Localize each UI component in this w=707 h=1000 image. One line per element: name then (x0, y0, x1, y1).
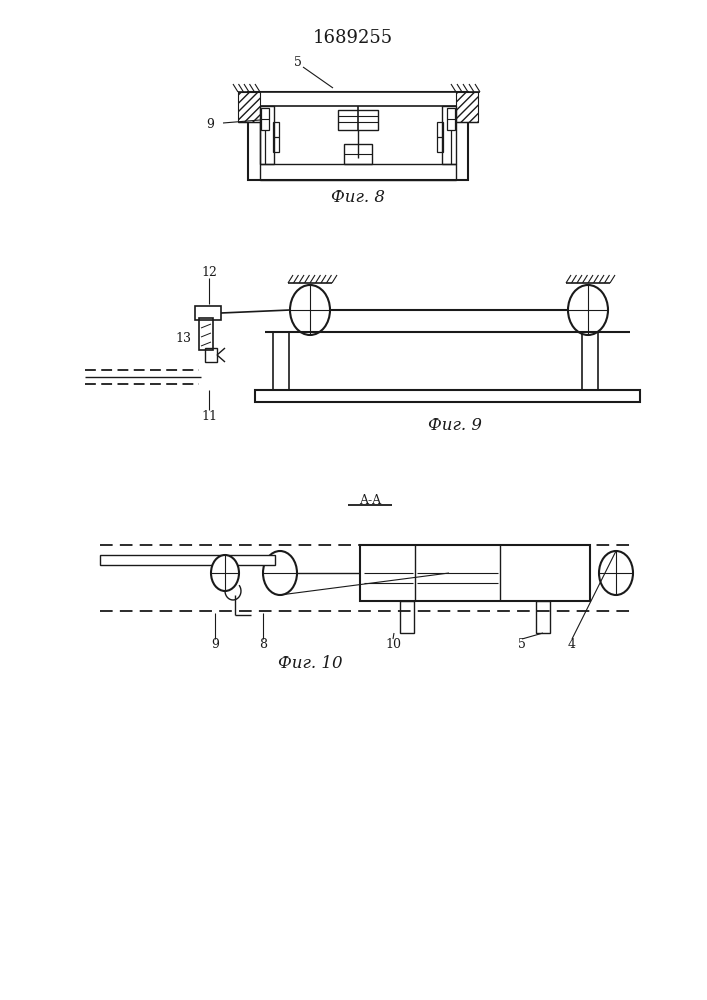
Bar (447, 108, 455, 130)
Text: Фиг. 10: Фиг. 10 (278, 654, 342, 672)
Text: 8: 8 (259, 639, 267, 652)
Ellipse shape (599, 551, 633, 595)
Bar (456, 92, 478, 122)
Bar (582, 332, 598, 390)
Text: 10: 10 (385, 639, 401, 652)
Bar (238, 92, 260, 122)
Text: 9: 9 (211, 639, 219, 652)
Text: 9: 9 (206, 118, 214, 131)
Ellipse shape (211, 555, 239, 591)
Text: 13: 13 (175, 332, 191, 344)
Bar (260, 164, 456, 180)
Bar (248, 92, 468, 106)
Text: 5: 5 (294, 55, 302, 68)
Bar (437, 122, 443, 152)
Bar (199, 318, 213, 350)
Ellipse shape (568, 285, 608, 335)
Bar (255, 390, 640, 402)
Bar (248, 92, 468, 180)
Bar (338, 110, 378, 130)
Text: Фиг. 9: Фиг. 9 (428, 418, 482, 434)
Ellipse shape (290, 285, 330, 335)
Text: Фиг. 8: Фиг. 8 (331, 190, 385, 207)
Bar (260, 106, 274, 164)
Bar (261, 108, 269, 130)
Bar (100, 555, 275, 565)
Bar (205, 348, 217, 362)
Text: 12: 12 (201, 265, 217, 278)
Ellipse shape (263, 551, 297, 595)
Bar (344, 144, 372, 164)
Bar (536, 601, 550, 633)
Text: 5: 5 (518, 639, 526, 652)
Bar (273, 332, 289, 390)
Text: A-A: A-A (359, 493, 381, 506)
Bar (195, 306, 221, 320)
Bar (442, 106, 456, 164)
Bar (360, 545, 590, 601)
Text: 1689255: 1689255 (313, 29, 393, 47)
Text: 4: 4 (568, 639, 576, 652)
Bar (400, 601, 414, 633)
Bar (273, 122, 279, 152)
Text: 11: 11 (201, 410, 217, 424)
